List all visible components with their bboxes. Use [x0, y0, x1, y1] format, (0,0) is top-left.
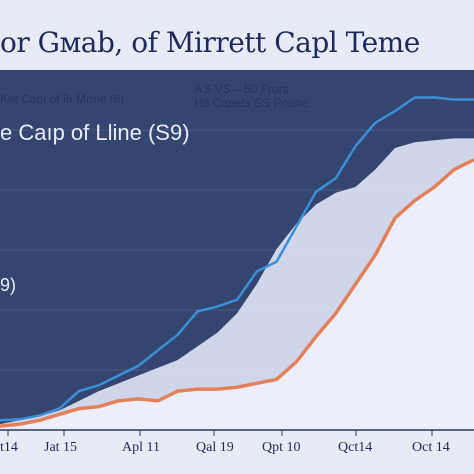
area-under-orange	[0, 159, 474, 430]
line-series-blue	[0, 96, 474, 422]
y-value-label: 9)	[0, 275, 17, 295]
x-tick-label: Qpt 10	[262, 440, 301, 455]
x-tick-label: Qal 19	[196, 440, 234, 455]
x-tick-label: Jat 15	[44, 440, 78, 455]
line-series-orange	[0, 158, 474, 428]
x-tick-label: Oct 14	[412, 440, 450, 455]
x-tick-label: t14	[0, 440, 18, 455]
annotation-left: Ket Capl of Ih Mrme !8)	[0, 92, 125, 106]
y-axis-label: e Caıp of Lline (S9)	[0, 120, 190, 145]
annotation-right-2: H8 Capets SS Poune	[194, 96, 309, 110]
x-tick-label: Qct14	[338, 440, 373, 455]
chart-title: or Gмаb, of Mirrett Capl Teme	[0, 26, 420, 59]
x-tick-label: Apl 11	[122, 440, 160, 455]
annotation-right-1: A 5 VS – 50 Frors	[194, 82, 289, 96]
